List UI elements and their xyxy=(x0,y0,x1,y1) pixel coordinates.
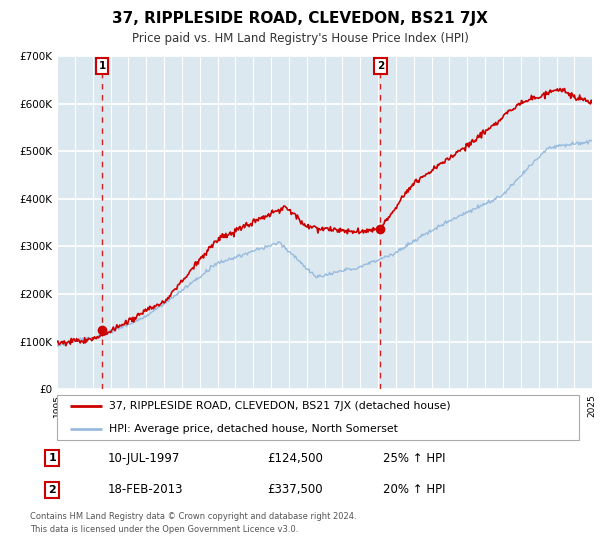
Text: 1: 1 xyxy=(48,454,56,463)
Text: 1: 1 xyxy=(98,61,106,71)
FancyBboxPatch shape xyxy=(56,394,580,440)
Text: 2: 2 xyxy=(48,485,56,495)
Text: 25% ↑ HPI: 25% ↑ HPI xyxy=(383,452,446,465)
Text: £124,500: £124,500 xyxy=(268,452,323,465)
Text: 20% ↑ HPI: 20% ↑ HPI xyxy=(383,483,446,496)
Text: Price paid vs. HM Land Registry's House Price Index (HPI): Price paid vs. HM Land Registry's House … xyxy=(131,32,469,45)
Text: 2: 2 xyxy=(377,61,384,71)
Text: 18-FEB-2013: 18-FEB-2013 xyxy=(107,483,183,496)
Text: Contains HM Land Registry data © Crown copyright and database right 2024.
This d: Contains HM Land Registry data © Crown c… xyxy=(30,512,356,534)
Text: 37, RIPPLESIDE ROAD, CLEVEDON, BS21 7JX: 37, RIPPLESIDE ROAD, CLEVEDON, BS21 7JX xyxy=(112,11,488,26)
Text: 10-JUL-1997: 10-JUL-1997 xyxy=(107,452,179,465)
Text: £337,500: £337,500 xyxy=(268,483,323,496)
Text: 37, RIPPLESIDE ROAD, CLEVEDON, BS21 7JX (detached house): 37, RIPPLESIDE ROAD, CLEVEDON, BS21 7JX … xyxy=(109,400,451,410)
Text: HPI: Average price, detached house, North Somerset: HPI: Average price, detached house, Nort… xyxy=(109,424,398,434)
